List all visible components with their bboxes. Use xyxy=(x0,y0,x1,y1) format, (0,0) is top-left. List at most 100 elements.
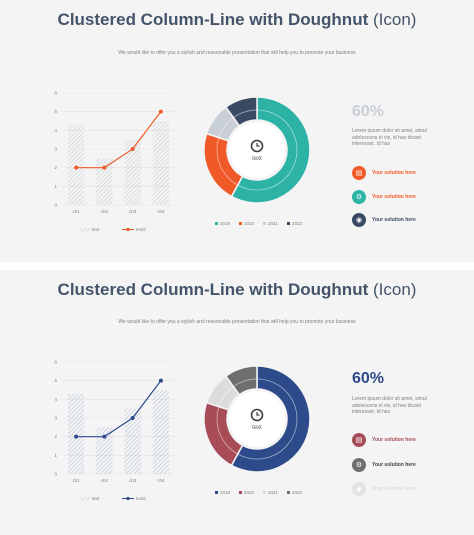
donut-slice xyxy=(230,96,311,204)
line-series xyxy=(76,380,162,438)
gear-icon: ⚙ xyxy=(352,458,366,472)
x-tick-label: ch3 xyxy=(129,478,137,483)
donut-slice xyxy=(224,365,258,396)
x-tick-label: ch4 xyxy=(157,478,165,483)
donut-slice xyxy=(224,96,258,127)
x-tick-label: ch3 xyxy=(129,209,137,214)
legend-label: 2020 xyxy=(244,221,255,226)
y-tick-label: 5 xyxy=(54,109,57,114)
bar xyxy=(124,139,141,205)
combo-chart: 0 1 2 3 4 5 6 ch1 ch2 ch3 ch4 text text2 xyxy=(54,360,175,501)
x-tick-label: ch1 xyxy=(72,478,80,483)
donut-center-label: text xyxy=(252,156,262,162)
doughnut-chart: text 2019 2020 2021 2022 xyxy=(203,96,311,226)
legend-swatch-point xyxy=(126,227,130,232)
legend-label: 2020 xyxy=(244,490,255,495)
legend-swatch xyxy=(287,222,290,225)
x-tick-label: ch4 xyxy=(157,209,165,214)
y-tick-label: 6 xyxy=(54,360,57,365)
legend-swatch-bar xyxy=(80,497,90,501)
y-tick-label: 2 xyxy=(54,434,57,439)
slide-title: Clustered Column-Line with Doughnut (Ico… xyxy=(57,10,417,29)
stat-description: Lorem ipsum dolor sit amet, simul adolesc… xyxy=(352,396,427,415)
y-tick-label: 4 xyxy=(54,397,57,402)
solution-item[interactable]: ▤ Your solution here xyxy=(352,433,416,447)
y-tick-label: 3 xyxy=(54,147,57,152)
legend-label: 2019 xyxy=(220,490,231,495)
y-tick-label: 0 xyxy=(54,203,57,208)
bar xyxy=(96,427,113,474)
y-tick-label: 4 xyxy=(54,128,57,133)
legend-label: text xyxy=(92,496,100,501)
donut-inner-ring xyxy=(216,109,298,191)
line-point xyxy=(130,147,135,151)
document-icon: ▤ xyxy=(352,433,366,447)
y-tick-label: 3 xyxy=(54,416,57,421)
slide-title: Clustered Column-Line with Doughnut (Ico… xyxy=(57,280,417,299)
y-tick-label: 2 xyxy=(54,165,57,170)
bar xyxy=(67,393,85,474)
line-point xyxy=(102,165,107,170)
y-tick-label: 0 xyxy=(54,472,57,477)
legend-swatch xyxy=(263,491,266,494)
slide-2: Clustered Column-Line with Doughnut (Ico… xyxy=(0,270,474,535)
x-tick-label: ch2 xyxy=(101,209,109,214)
legend-label: text xyxy=(92,227,100,232)
legend-swatch xyxy=(287,491,290,494)
solution-item[interactable]: ◉ Your solution here xyxy=(352,482,416,496)
combo-chart: 0 1 2 3 4 5 6 ch1 ch2 ch3 ch4 text text2 xyxy=(54,91,175,232)
x-tick-label: ch2 xyxy=(101,478,109,483)
stat-percentage: 60% xyxy=(352,370,385,387)
line-point xyxy=(158,109,163,114)
line-point xyxy=(102,434,107,439)
donut-slice xyxy=(230,365,311,473)
legend-swatch xyxy=(215,491,218,494)
line-point xyxy=(130,416,135,420)
y-tick-label: 6 xyxy=(54,91,57,96)
legend-label: 2019 xyxy=(220,221,231,226)
donut-inner-ring xyxy=(216,378,298,460)
bar xyxy=(67,124,85,205)
bar xyxy=(152,390,170,474)
bar xyxy=(96,158,113,205)
legend-label: 2021 xyxy=(268,221,279,226)
legend-label: 2021 xyxy=(268,490,279,495)
slide-divider xyxy=(0,262,474,270)
document-icon: ▤ xyxy=(352,166,366,180)
clock-icon xyxy=(250,408,264,422)
clock-icon xyxy=(250,139,264,153)
solution-item[interactable]: ▤ Your solution here xyxy=(352,166,416,180)
legend-swatch-bar xyxy=(80,228,90,232)
slide-subtitle: We would like to offer you a stylish and… xyxy=(118,319,356,325)
solution-item[interactable]: ◉ Your solution here xyxy=(352,213,416,227)
slide-subtitle: We would like to offer you a stylish and… xyxy=(118,50,356,56)
legend-swatch xyxy=(215,222,218,225)
legend-swatch-point xyxy=(126,496,130,501)
clock-icon-hands xyxy=(256,143,260,147)
donut-center-label: text xyxy=(252,425,262,431)
line-series xyxy=(76,111,162,169)
legend-swatch xyxy=(263,222,266,225)
line-point xyxy=(74,165,79,170)
legend-swatch xyxy=(239,491,242,494)
legend-swatch xyxy=(239,222,242,225)
doughnut-chart: text 2019 2020 2021 2022 xyxy=(203,365,311,495)
legend-label: text2 xyxy=(136,227,146,232)
legend-label: 2022 xyxy=(292,221,303,226)
solution-item[interactable]: ⚙ Your solution here xyxy=(352,458,416,472)
line-point xyxy=(74,434,79,439)
bar xyxy=(152,121,170,205)
y-tick-label: 5 xyxy=(54,378,57,383)
x-tick-label: ch1 xyxy=(72,209,80,214)
solution-item[interactable]: ⚙ Your solution here xyxy=(352,190,416,204)
location-icon: ◉ xyxy=(352,482,366,496)
y-tick-label: 1 xyxy=(54,184,57,189)
stat-description: Lorem ipsum dolor sit amet, simul adolesc… xyxy=(352,128,427,147)
location-icon: ◉ xyxy=(352,213,366,227)
y-tick-label: 1 xyxy=(54,453,57,458)
stat-percentage: 60% xyxy=(352,103,385,120)
line-point xyxy=(158,378,163,383)
gear-icon: ⚙ xyxy=(352,190,366,204)
slide-1: Clustered Column-Line with Doughnut (Ico… xyxy=(0,0,474,262)
clock-icon-hands xyxy=(256,412,260,416)
